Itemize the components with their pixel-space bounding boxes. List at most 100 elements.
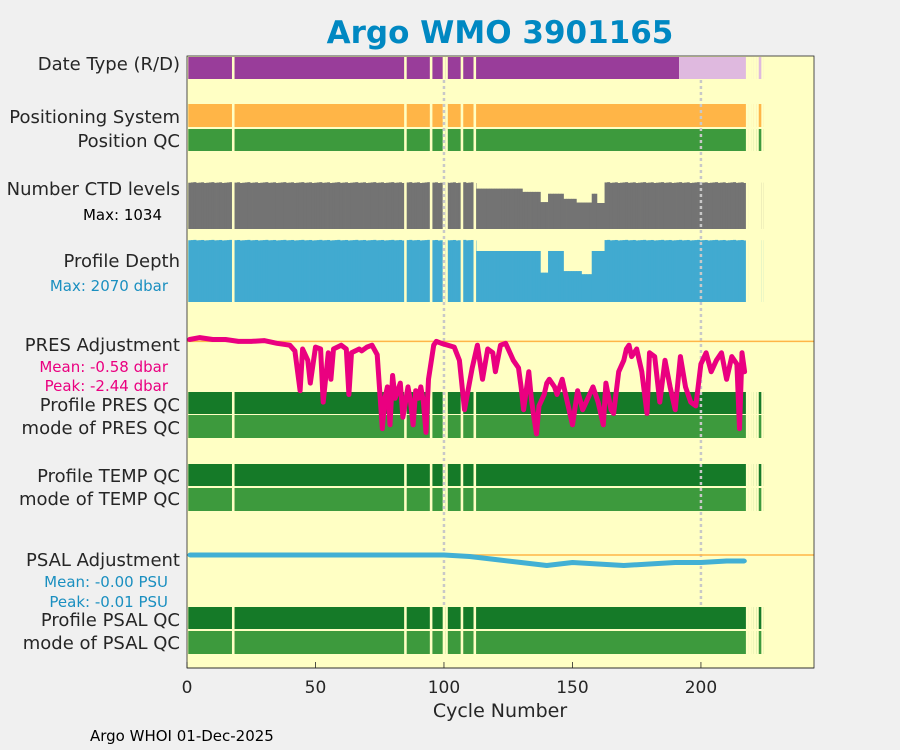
profile-depth-bar-39 (285, 240, 289, 302)
pres-adjustment-point (737, 426, 742, 431)
label-psal-peak: Peak: -0.01 PSU (49, 593, 168, 611)
ctd-levels-bar-52 (319, 182, 323, 229)
profile-depth-bar-59 (337, 239, 341, 302)
ctd-levels-bar-209 (722, 182, 726, 229)
profile-depth-bar-42 (293, 240, 297, 302)
ctd-levels-bar-161 (599, 203, 603, 229)
pres-adjustment-point (541, 392, 547, 397)
profile-depth-bar-163 (604, 240, 608, 302)
ctd-levels-bar-131 (522, 191, 526, 229)
ctd-levels-bar-86 (406, 182, 410, 229)
ctd-levels-bar-164 (607, 182, 611, 229)
ctd-levels-bar-200 (699, 182, 703, 229)
ctd-levels-bar-177 (640, 182, 644, 229)
profile-depth-bar-117 (486, 250, 490, 302)
profile-depth-bar-23 (244, 240, 248, 302)
psal-adjustment-point (187, 552, 192, 558)
pres-adjustment-point (374, 352, 380, 357)
profile-depth-bar-84 (401, 240, 405, 302)
ctd-levels-bar-115 (481, 188, 485, 229)
profile-depth-bar-140 (545, 272, 549, 302)
profile-depth-bar-64 (350, 240, 354, 302)
profile-depth-bar-187 (666, 240, 670, 302)
profile-pres-qc-bar (188, 392, 764, 414)
pres-adjustment-point (729, 354, 734, 359)
profile-depth-bar-207 (717, 240, 721, 302)
pres-adjustment-point (559, 377, 565, 382)
ctd-levels-bar-42 (293, 182, 297, 229)
profile-depth-bar-57 (332, 240, 336, 302)
pres-adjustment-point (652, 354, 657, 359)
ctd-levels-bar-12 (216, 182, 220, 229)
profile-depth-bar-76 (381, 239, 384, 302)
ctd-levels-bar-5 (198, 182, 202, 229)
ctd-levels-bar-44 (298, 182, 302, 229)
pres-adjustment-point (197, 335, 203, 340)
ctd-levels-bar-58 (334, 182, 338, 229)
pres-adjustment-point (292, 348, 298, 354)
ctd-levels-bar-174 (632, 182, 636, 229)
profile-depth-bar-192 (679, 239, 683, 302)
x-tick-label-50: 50 (305, 678, 327, 698)
pres-adjustment-point (328, 377, 334, 382)
profile-depth-bar-68 (360, 240, 364, 302)
pres-adjustment-point (405, 384, 411, 390)
profile-depth-bar-143 (553, 250, 557, 302)
ctd-levels-bar-157 (589, 202, 593, 229)
ctd-levels-bar-119 (491, 188, 495, 229)
profile-depth-bar-203 (707, 240, 711, 302)
ctd-levels-bar-20 (237, 182, 241, 229)
profile-depth-bar-215 (738, 240, 742, 302)
profile-depth-bar-105 (455, 240, 459, 302)
gap-cycle-222 (756, 57, 759, 667)
label-psal-adjustment: PSAL Adjustment (26, 550, 180, 571)
profile-depth-bar-151 (573, 271, 577, 302)
profile-depth-bar-102 (447, 240, 451, 302)
profile-depth-bar-132 (524, 250, 528, 302)
profile-depth-bar-204 (709, 240, 713, 302)
profile-depth-bar-90 (416, 239, 420, 302)
pres-adjustment-point (547, 377, 552, 382)
profile-depth-bar-69 (363, 239, 366, 302)
profile-depth-bar-78 (386, 240, 390, 302)
pres-adjustment-point (644, 411, 650, 416)
profile-depth-bar-80 (391, 239, 395, 302)
profile-depth-bar-46 (303, 240, 307, 302)
ctd-levels-bar-155 (584, 202, 587, 229)
profile-depth-bar-125 (506, 250, 510, 302)
ctd-levels-bar-118 (488, 188, 492, 229)
positioning-system-bar (188, 104, 764, 127)
profile-depth-bar-47 (306, 240, 310, 302)
profile-depth-bar-22 (242, 240, 246, 302)
profile-depth-bar-212 (730, 240, 734, 302)
ctd-levels-bar-66 (355, 182, 359, 229)
pres-adjustment-point (624, 346, 629, 352)
pres-adjustment-point (657, 399, 663, 405)
pres-adjustment-point (382, 396, 388, 401)
profile-depth-bar-194 (684, 240, 688, 302)
profile-depth-bar-137 (537, 250, 541, 302)
data-type-realtime-bar (188, 57, 680, 79)
pres-adjustment-point (693, 403, 698, 409)
label-mode-pres-qc: mode of PRES QC (22, 418, 180, 439)
pres-adjustment-point (709, 369, 714, 374)
pres-adjustment-point (616, 369, 621, 374)
ctd-levels-bar-8 (206, 182, 210, 229)
pres-adjustment-point (647, 350, 652, 355)
ctd-levels-bar-24 (247, 182, 251, 229)
ctd-levels-bar-3 (193, 182, 197, 229)
ctd-levels-bar-62 (345, 182, 349, 229)
ctd-levels-bar-80 (391, 182, 395, 229)
ctd-levels-bar-99 (440, 182, 444, 229)
profile-depth-bar-188 (668, 239, 672, 302)
profile-depth-bar-19 (234, 240, 238, 302)
profile-depth-bar-44 (298, 240, 302, 302)
profile-depth-bar-61 (342, 240, 346, 302)
pres-adjustment-point (287, 342, 292, 348)
profile-depth-bar-108 (463, 239, 467, 302)
label-psal-mean: Mean: -0.00 PSU (44, 573, 168, 591)
profile-depth-bar-114 (478, 250, 482, 302)
profile-depth-bar-109 (465, 240, 469, 302)
ctd-levels-bar-26 (252, 182, 256, 229)
profile-depth-bar-6 (201, 239, 205, 302)
